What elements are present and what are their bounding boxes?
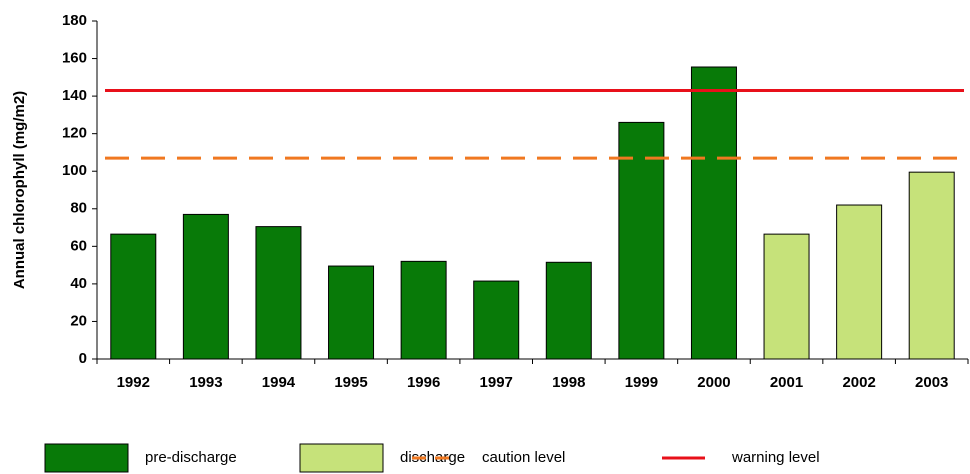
bar bbox=[328, 265, 375, 360]
y-axis-label: Annual chlorophyll (mg/m2) bbox=[11, 91, 28, 289]
y-tick-label: 60 bbox=[70, 237, 87, 254]
legend-swatch bbox=[44, 443, 129, 473]
x-tick-label: 1994 bbox=[262, 374, 296, 391]
x-tick-label: 2000 bbox=[697, 374, 730, 391]
bar bbox=[763, 233, 810, 360]
x-tick-label: 1997 bbox=[480, 374, 513, 391]
y-tick-label: 180 bbox=[62, 12, 87, 29]
bar bbox=[473, 280, 520, 360]
y-tick-label: 160 bbox=[62, 50, 87, 67]
x-tick-label: 1992 bbox=[117, 374, 150, 391]
x-tick-label: 1993 bbox=[189, 374, 222, 391]
x-tick-label: 1999 bbox=[625, 374, 658, 391]
x-tick-label: 1996 bbox=[407, 374, 440, 391]
bar bbox=[690, 66, 737, 360]
legend-label: warning level bbox=[731, 449, 820, 466]
x-tick-label: 1998 bbox=[552, 374, 585, 391]
bar bbox=[545, 261, 592, 360]
x-tick-label: 2003 bbox=[915, 374, 948, 391]
legend-label: discharge bbox=[400, 449, 465, 466]
y-tick-label: 100 bbox=[62, 162, 87, 179]
bar bbox=[110, 233, 157, 360]
y-tick-label: 20 bbox=[70, 312, 87, 329]
bar bbox=[618, 121, 665, 360]
x-tick-label: 2001 bbox=[770, 374, 803, 391]
bar bbox=[182, 213, 229, 360]
y-tick-label: 0 bbox=[79, 350, 87, 367]
y-tick-label: 40 bbox=[70, 275, 87, 292]
bar bbox=[255, 226, 302, 360]
legend-swatch bbox=[299, 443, 384, 473]
legend-label: pre-discharge bbox=[145, 449, 237, 466]
x-tick-label: 2002 bbox=[842, 374, 875, 391]
x-tick-label: 1995 bbox=[334, 374, 367, 391]
legend-label: caution level bbox=[482, 449, 565, 466]
y-tick-label: 80 bbox=[70, 200, 87, 217]
bar bbox=[908, 171, 955, 360]
y-tick-label: 120 bbox=[62, 125, 87, 142]
bar bbox=[836, 204, 883, 360]
bar bbox=[400, 260, 447, 360]
y-tick-label: 140 bbox=[62, 87, 87, 104]
